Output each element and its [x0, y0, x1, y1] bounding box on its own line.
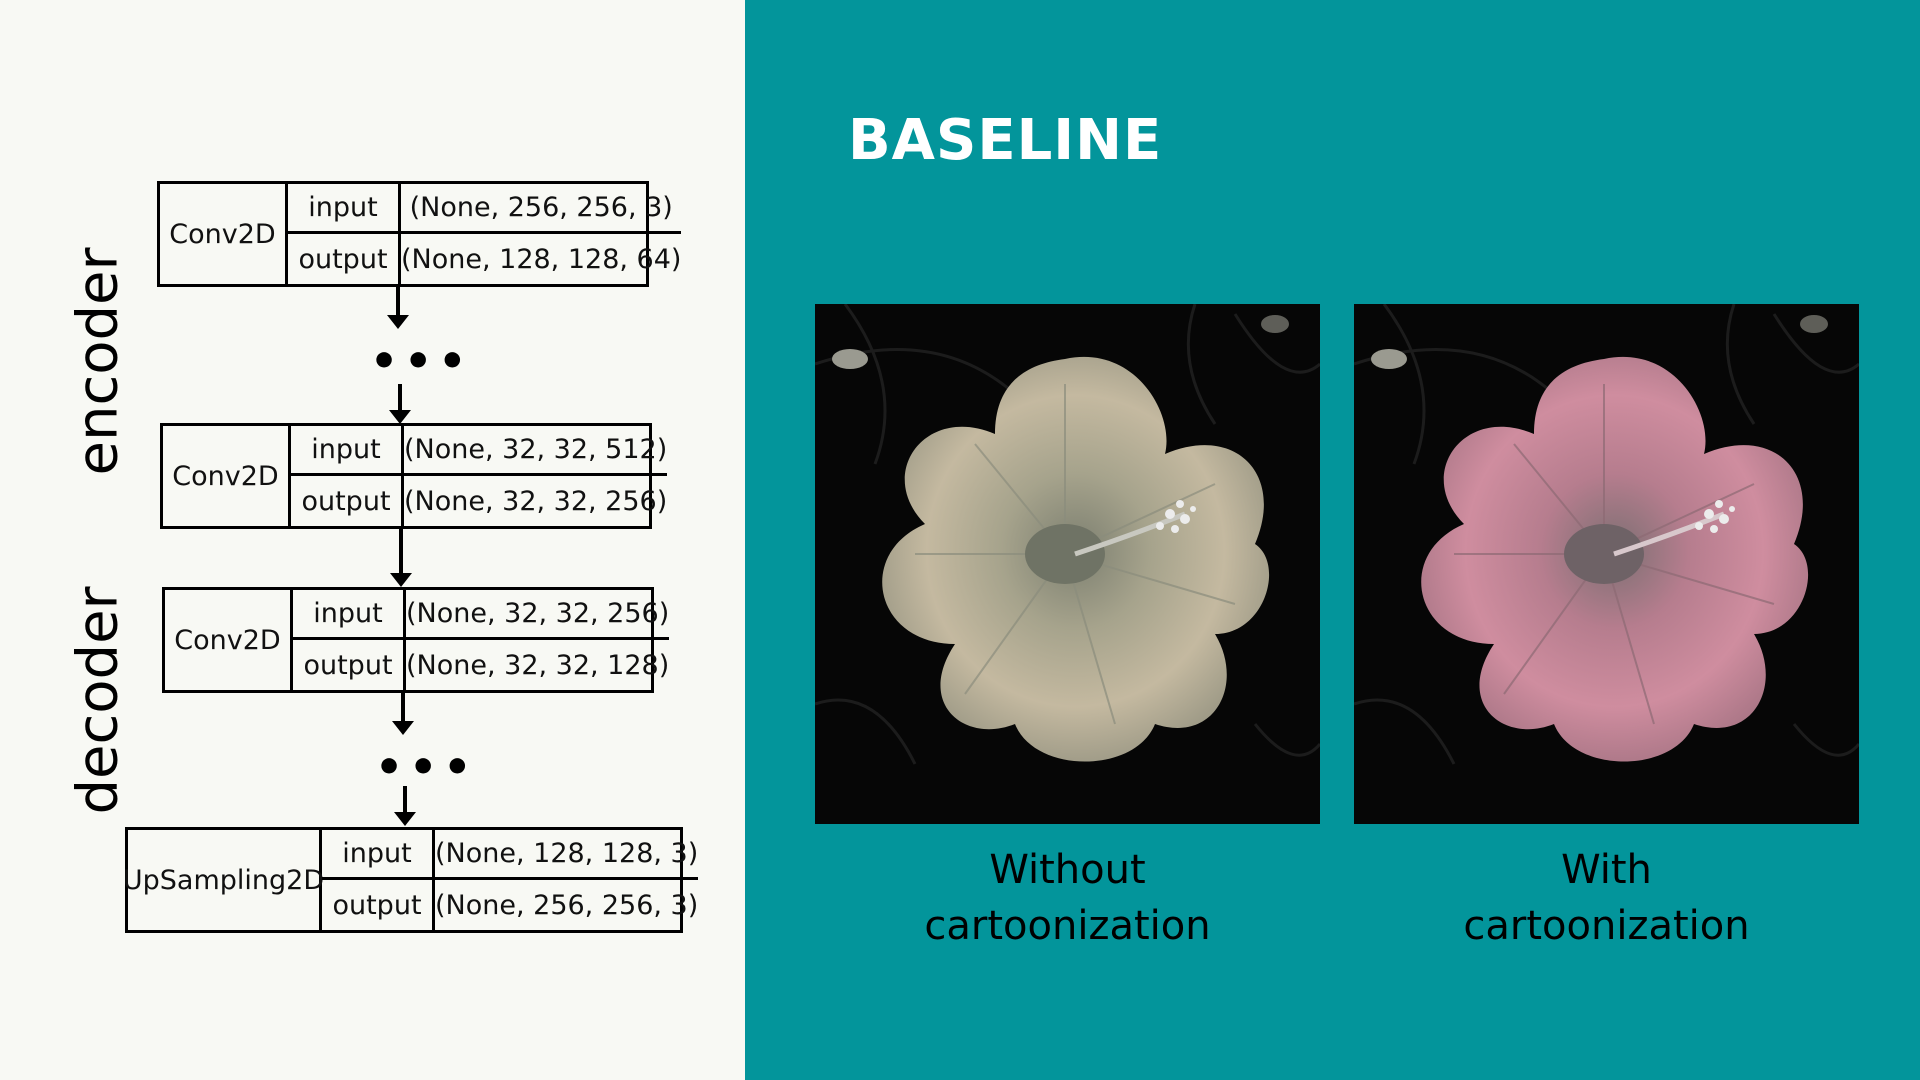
caption-without-cartoonization: Without cartoonization	[815, 842, 1320, 954]
input-key: input	[291, 426, 404, 476]
input-key: input	[288, 184, 401, 234]
slide-title: BASELINE	[848, 108, 1163, 173]
ellipsis-encoder: •••	[370, 336, 473, 387]
flow-arrow	[390, 529, 412, 587]
decoder-label: decoder	[65, 586, 131, 815]
caption-line-2: cartoonization	[1463, 903, 1750, 949]
flow-arrow	[394, 786, 416, 826]
input-key: input	[322, 830, 435, 880]
layer-conv2d-1: Conv2D input (None, 256, 256, 3) output …	[157, 181, 682, 287]
caption-line-2: cartoonization	[924, 903, 1211, 949]
input-shape: (None, 128, 128, 3)	[435, 830, 699, 880]
layer-conv2d-2: Conv2D input (None, 32, 32, 512) output …	[160, 423, 668, 529]
flow-arrow	[387, 287, 409, 329]
encoder-label: encoder	[65, 247, 131, 476]
output-key: output	[288, 234, 401, 284]
output-key: output	[293, 640, 406, 690]
layer-name: UpSampling2D	[123, 830, 324, 930]
flower-image-with-cartoonization	[1354, 304, 1859, 824]
flow-arrow	[392, 693, 414, 735]
input-shape: (None, 32, 32, 512)	[404, 426, 668, 476]
layer-upsampling2d: UpSampling2D input (None, 128, 128, 3) o…	[123, 827, 699, 933]
caption-line-1: Without	[989, 847, 1146, 893]
output-shape: (None, 128, 128, 64)	[401, 243, 682, 275]
flower-photo-graphic	[1354, 304, 1859, 824]
input-shape: (None, 32, 32, 256)	[406, 590, 670, 640]
ellipsis-decoder: •••	[375, 742, 478, 793]
output-shape: (None, 32, 32, 128)	[406, 649, 670, 681]
caption-line-1: With	[1561, 847, 1652, 893]
layer-name: Conv2D	[160, 184, 288, 284]
caption-with-cartoonization: With cartoonization	[1354, 842, 1859, 954]
diagram-panel: encoder decoder Conv2D input (None, 256,…	[0, 0, 745, 1080]
flower-image-without-cartoonization	[815, 304, 1320, 824]
flower-photo-graphic	[815, 304, 1320, 824]
flow-arrow	[389, 384, 411, 424]
output-key: output	[291, 476, 404, 526]
output-key: output	[322, 880, 435, 930]
layer-conv2d-3: Conv2D input (None, 32, 32, 256) output …	[162, 587, 670, 693]
layer-name: Conv2D	[165, 590, 293, 690]
output-shape: (None, 32, 32, 256)	[404, 485, 668, 517]
input-shape: (None, 256, 256, 3)	[401, 184, 682, 234]
output-shape: (None, 256, 256, 3)	[435, 889, 699, 921]
layer-name: Conv2D	[163, 426, 291, 526]
input-key: input	[293, 590, 406, 640]
